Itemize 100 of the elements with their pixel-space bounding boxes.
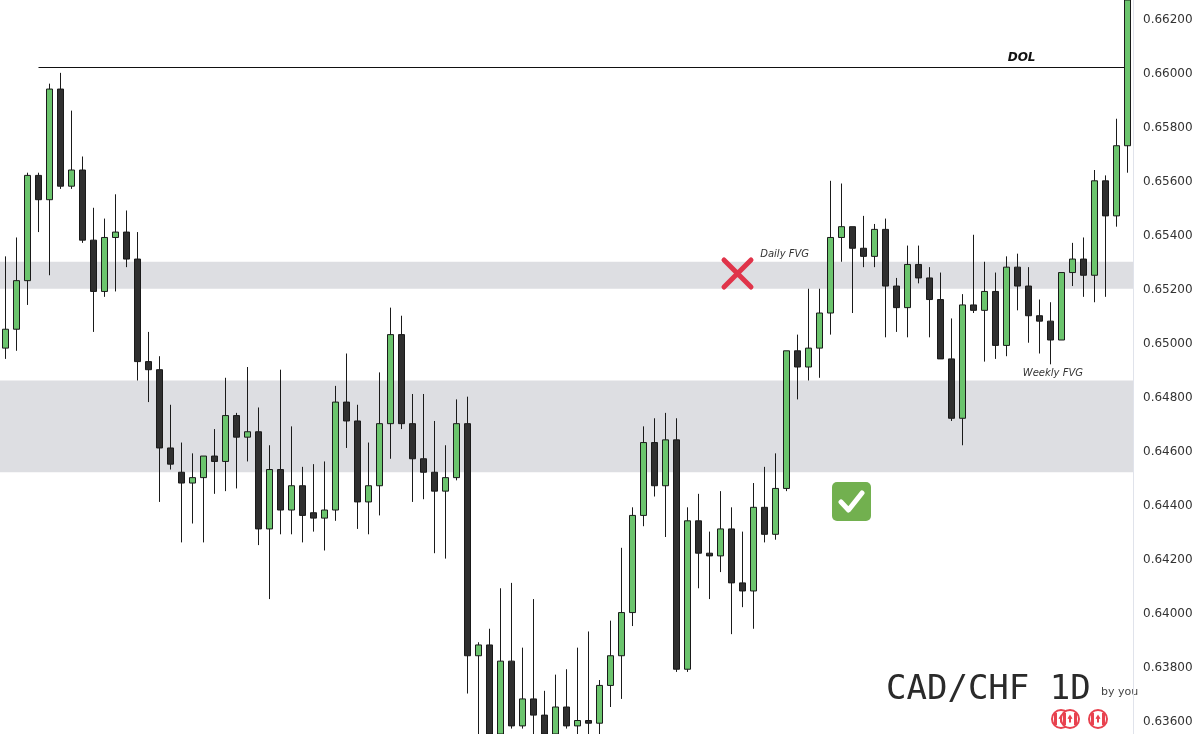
y-tick-label: 0.65200 <box>1143 281 1193 296</box>
candlestick <box>57 72 64 190</box>
band-label: Daily FVG <box>760 248 810 260</box>
candlestick <box>134 231 141 381</box>
candlestick <box>695 493 702 589</box>
candlestick <box>1102 174 1109 298</box>
candlestick <box>750 482 757 630</box>
candlestick <box>222 377 229 492</box>
candlestick <box>255 406 262 546</box>
candlestick <box>816 288 823 379</box>
candlestick <box>552 674 559 734</box>
candlestick <box>156 355 163 503</box>
y-tick-label: 0.65400 <box>1143 227 1193 242</box>
candlestick <box>464 396 471 695</box>
y-tick-label: 0.64600 <box>1143 443 1193 458</box>
candlestick <box>849 226 856 314</box>
candlestick <box>200 455 207 543</box>
ref-line-label: DOL <box>1007 50 1036 65</box>
candlestick <box>1058 272 1065 341</box>
y-tick-label: 0.65800 <box>1143 119 1193 134</box>
candlestick <box>211 428 218 495</box>
text: CAD/CHF 1D <box>886 667 1091 707</box>
candlestick <box>1047 301 1054 365</box>
candlestick <box>838 183 845 263</box>
candlestick <box>90 207 97 333</box>
candlestick <box>959 293 966 446</box>
candlestick <box>46 83 53 276</box>
candlestick <box>431 420 438 554</box>
candlestick <box>1091 169 1098 303</box>
candlestick <box>409 393 416 503</box>
candlestick <box>937 272 944 360</box>
candlestick <box>563 668 570 730</box>
candlestick <box>1113 118 1120 228</box>
candlestick <box>321 460 328 551</box>
candlestick <box>288 425 295 535</box>
candlestick <box>706 531 713 600</box>
candlestick <box>794 334 801 400</box>
candlestick <box>508 582 515 730</box>
candlestick <box>453 398 460 481</box>
y-tick-label: 0.66200 <box>1143 11 1193 26</box>
candlestick <box>585 630 592 734</box>
y-tick-label: 0.64000 <box>1143 605 1193 620</box>
candlestick <box>1080 236 1087 298</box>
candlestick <box>519 647 526 730</box>
candlestick <box>442 444 449 560</box>
candlestick <box>629 506 636 627</box>
candlestick <box>475 641 482 734</box>
candlestick <box>486 628 493 734</box>
candlestick <box>343 353 350 449</box>
candlestick <box>915 245 922 284</box>
candlestick <box>1003 255 1010 357</box>
candlestick <box>354 404 361 530</box>
candlestick <box>2 255 9 360</box>
candlestick <box>651 417 658 498</box>
y-tick-label: 0.64800 <box>1143 389 1193 404</box>
candlestick <box>24 172 31 306</box>
candlestick <box>893 277 900 333</box>
candlestick <box>13 236 20 352</box>
candlestick <box>376 371 383 516</box>
candlestick <box>827 180 834 336</box>
candlestick <box>739 531 746 608</box>
y-tick-label: 0.66000 <box>1143 65 1193 80</box>
candlestick <box>420 393 427 500</box>
candlestick <box>684 506 691 673</box>
candlestick <box>574 647 581 734</box>
candlestick <box>1025 266 1032 344</box>
candlestick <box>618 547 625 700</box>
candlestick <box>728 506 735 635</box>
candlestick <box>123 209 130 268</box>
candlestick <box>761 466 768 543</box>
candlestick <box>277 369 284 535</box>
candlestick <box>497 587 504 734</box>
candlestick <box>332 385 339 522</box>
candlestick <box>673 417 680 673</box>
candlestick <box>783 350 790 492</box>
candlestick <box>1014 253 1021 311</box>
candlestick <box>112 193 119 292</box>
y-tick-label: 0.64400 <box>1143 497 1193 512</box>
candlestick <box>970 234 977 314</box>
y-tick-label: 0.63600 <box>1143 713 1193 728</box>
candlestick <box>860 215 867 268</box>
candlestick <box>310 463 317 533</box>
candlestick <box>772 452 779 541</box>
candlestick <box>365 442 372 535</box>
candlestick <box>662 412 669 538</box>
candlestick <box>35 172 42 233</box>
y-tick-label: 0.64200 <box>1143 551 1193 566</box>
candlestick <box>981 261 988 363</box>
candlestick <box>189 452 196 525</box>
candlestick <box>926 266 933 338</box>
candlestick <box>871 223 878 268</box>
y-tick-label: 0.65600 <box>1143 173 1193 188</box>
y-tick-label: 0.65000 <box>1143 335 1193 350</box>
candlestick <box>882 218 889 338</box>
candlestick <box>992 272 999 360</box>
candlestick <box>244 366 251 462</box>
candlestick <box>233 412 240 489</box>
annotation: by you <box>1101 685 1139 698</box>
candlestick <box>596 679 603 734</box>
candlestick <box>541 690 548 734</box>
